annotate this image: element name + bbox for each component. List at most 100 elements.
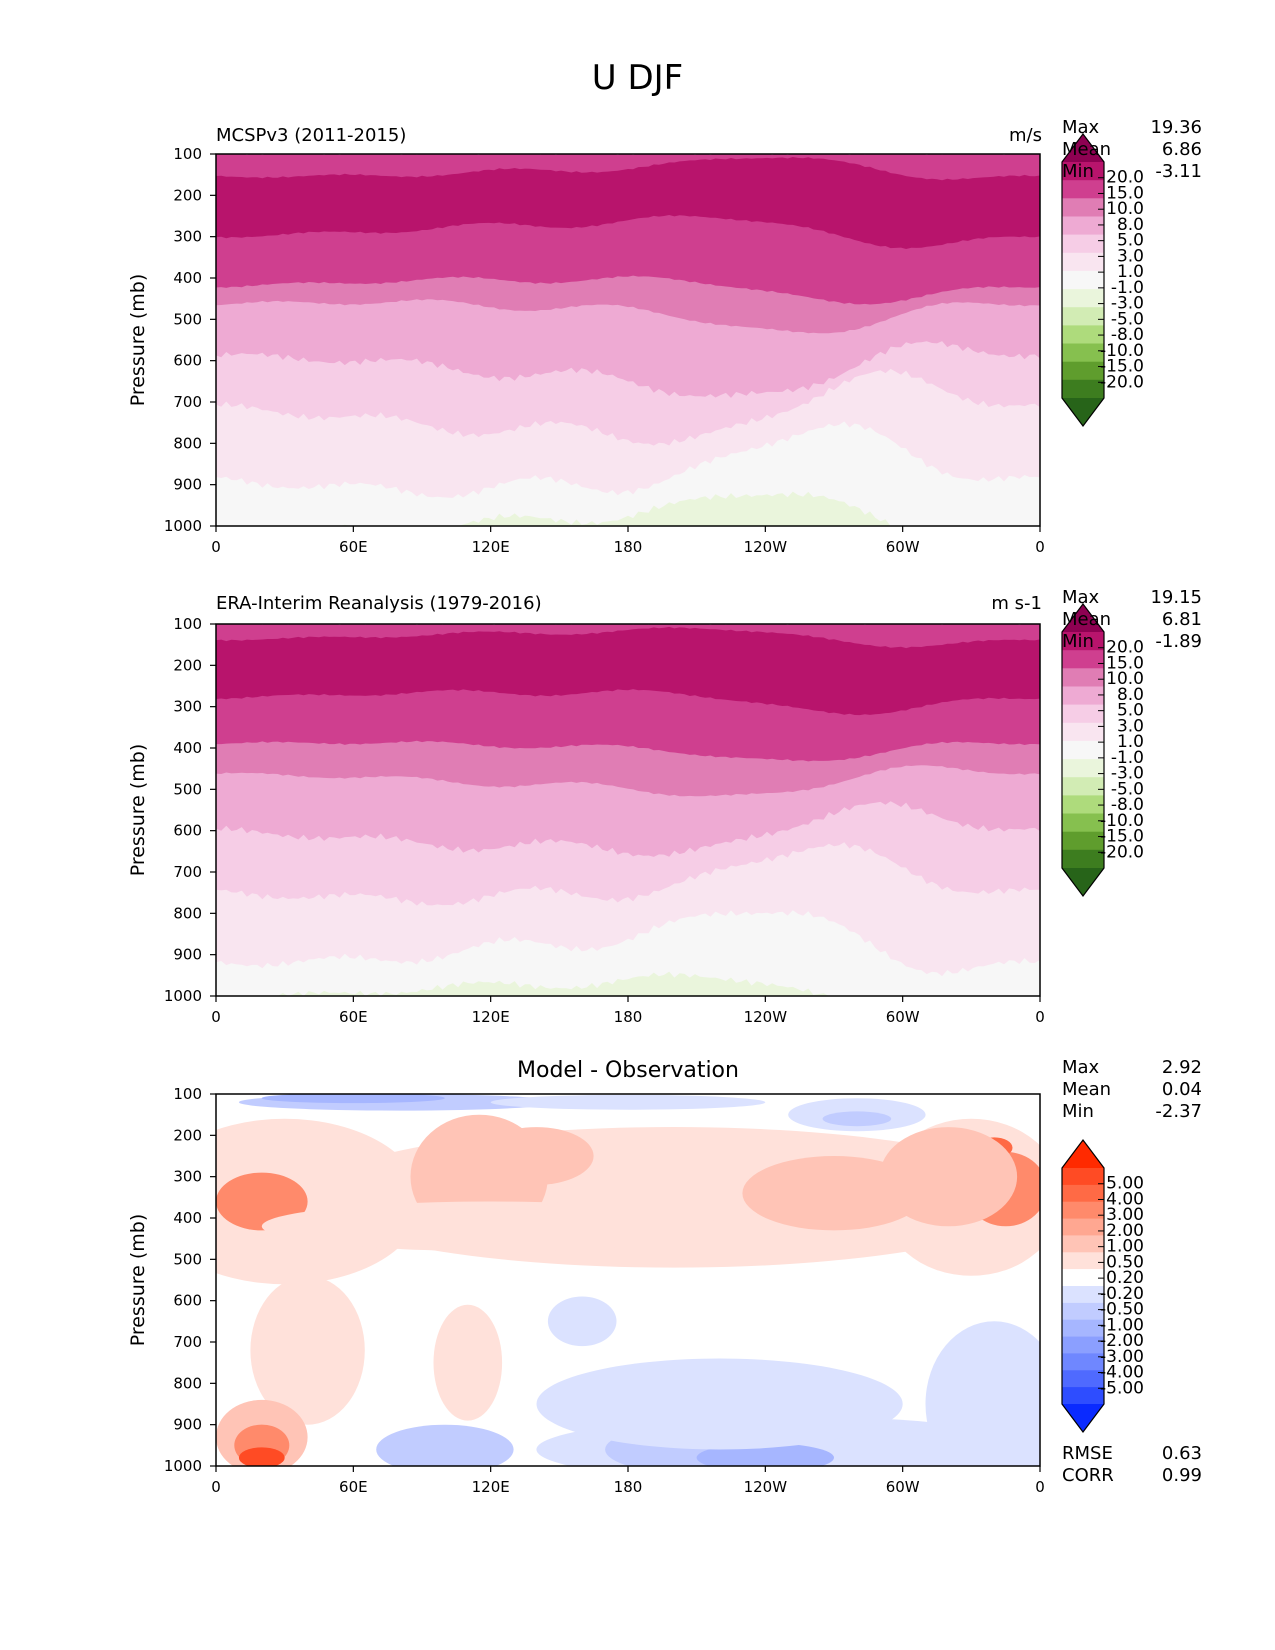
colorbar-segment	[1062, 1302, 1104, 1321]
colorbar-label: -3.00	[1100, 1347, 1144, 1367]
colorbar-segment	[1062, 1336, 1104, 1354]
x-tick-label: 0	[1035, 1478, 1045, 1496]
y-tick-label: 600	[173, 1292, 202, 1310]
contour-fill	[879, 1127, 1018, 1227]
colorbar-label: -1.0	[1111, 748, 1144, 768]
colorbar-label: -2.00	[1100, 1331, 1144, 1351]
contour-fill	[261, 1201, 720, 1252]
x-tick-label: 180	[614, 1478, 643, 1496]
y-axis-label: Pressure (mb)	[127, 744, 149, 877]
colorbar-segment	[1062, 1370, 1104, 1388]
colorbar-extend-bottom	[1062, 1404, 1104, 1432]
x-tick-label: 60E	[339, 1008, 368, 1026]
colorbar-label: 2.00	[1106, 1221, 1144, 1241]
contour-fill	[490, 1094, 766, 1110]
stat-label: Min	[1062, 161, 1094, 182]
stat-value: 0.63	[1161, 1443, 1202, 1464]
colorbar-label: 0.50	[1106, 1252, 1144, 1272]
colorbar-label: 1.0	[1117, 262, 1144, 282]
x-tick-label: 120E	[472, 1478, 510, 1496]
contour-fill	[238, 1447, 285, 1466]
contour-fill	[433, 1304, 503, 1421]
y-tick-label: 800	[173, 434, 202, 452]
stat-value: 2.92	[1161, 1057, 1202, 1078]
colorbar-segment	[1062, 686, 1104, 706]
colorbar-label: 3.00	[1106, 1205, 1144, 1225]
colorbar-segment	[1062, 704, 1104, 724]
colorbar-segment	[1062, 1184, 1104, 1203]
colorbar-outline	[1061, 133, 1105, 427]
colorbar-outline	[1061, 603, 1105, 897]
colorbar-label: -1.0	[1111, 278, 1144, 298]
stat-label: CORR	[1062, 1465, 1114, 1486]
y-tick-label: 900	[173, 946, 202, 964]
colorbar-label: 15.0	[1106, 183, 1144, 203]
x-tick-label: 0	[211, 1478, 221, 1496]
x-tick-label: 0	[211, 1008, 221, 1026]
x-tick-label: 0	[1035, 538, 1045, 556]
x-tick-label: 120E	[472, 1008, 510, 1026]
colorbar-label: 20.0	[1106, 638, 1144, 658]
x-tick-label: 120W	[744, 1478, 788, 1496]
panel-3-stats: Max 2.92 Mean 0.04 Min -2.37	[1062, 1057, 1202, 1123]
colorbar-segment	[1062, 180, 1104, 199]
x-tick-label: 60E	[339, 1478, 368, 1496]
colorbar-segment	[1062, 1218, 1104, 1236]
stat-label: Min	[1062, 631, 1094, 652]
stat-value: -1.89	[1155, 631, 1202, 652]
colorbar-label: 5.00	[1106, 1174, 1144, 1194]
colorbar-segment	[1062, 162, 1104, 181]
y-tick-label: 200	[173, 656, 202, 674]
stat-value: 0.99	[1161, 1465, 1202, 1486]
colorbar-segment	[1062, 831, 1104, 851]
colorbar-label: -0.20	[1100, 1284, 1144, 1304]
colorbar-segment	[1062, 650, 1104, 669]
colorbar-label: 20.0	[1106, 168, 1144, 188]
y-tick-label: 300	[173, 698, 202, 716]
colorbar-label: -4.00	[1100, 1363, 1144, 1383]
colorbar-label: 10.0	[1106, 199, 1144, 219]
stat-value: -2.37	[1155, 1101, 1202, 1122]
colorbar-segment	[1062, 289, 1104, 308]
stat-value: -3.11	[1155, 161, 1202, 182]
colorbar-label: -8.0	[1111, 795, 1144, 815]
colorbar-segment	[1062, 361, 1104, 381]
colorbar-segment	[1062, 722, 1104, 742]
x-tick-label: 60W	[886, 538, 920, 556]
y-tick-label: 600	[173, 352, 202, 370]
panel-3-title: Model - Observation	[517, 1058, 739, 1083]
colorbar-label: 4.00	[1106, 1189, 1144, 1209]
colorbar-label: -1.00	[1100, 1315, 1144, 1335]
y-tick-label: 1000	[164, 987, 202, 1005]
y-tick-label: 700	[173, 863, 202, 881]
panel-3-colorbar: 5.004.003.002.001.000.500.20-0.20-0.50-1…	[1061, 1139, 1144, 1433]
colorbar-extend-top	[1062, 134, 1104, 162]
colorbar-segment	[1062, 216, 1104, 236]
x-tick-label: 0	[211, 538, 221, 556]
y-tick-label: 100	[173, 615, 202, 633]
colorbar-segment	[1062, 1235, 1104, 1253]
colorbar-segment	[1062, 1269, 1104, 1287]
contour-fill	[536, 1358, 903, 1450]
colorbar-segment	[1062, 813, 1104, 833]
contour-fill	[261, 1094, 445, 1104]
contour-fill	[216, 910, 1040, 996]
y-axis-label: Pressure (mb)	[127, 1214, 149, 1347]
panel-1-plot: 0 60E 120E 180 120W 60W 0 100 200 300 400 500 600 700…	[127, 145, 1045, 556]
stat-label: Min	[1062, 1101, 1094, 1122]
stat-label: RMSE	[1062, 1443, 1113, 1464]
x-tick-label: 0	[1035, 1008, 1045, 1026]
stat-label: Mean	[1062, 1079, 1112, 1100]
x-tick-label: 180	[614, 538, 643, 556]
y-tick-label: 400	[173, 269, 202, 287]
panel-1-units: m/s	[1009, 125, 1042, 146]
colorbar-segment	[1062, 1168, 1104, 1186]
panel-2-colorbar: 20.015.010.08.05.03.01.0-1.0-3.0-5.0-8.0…	[1061, 603, 1144, 897]
y-tick-label: 300	[173, 228, 202, 246]
stat-label: Max	[1062, 1057, 1100, 1078]
y-tick-label: 500	[173, 310, 202, 328]
panel-2-title: ERA-Interim Reanalysis (1979-2016)	[216, 593, 542, 614]
y-tick-label: 800	[173, 904, 202, 922]
colorbar-extend-top	[1062, 1140, 1104, 1168]
stat-label: Mean	[1062, 139, 1112, 160]
